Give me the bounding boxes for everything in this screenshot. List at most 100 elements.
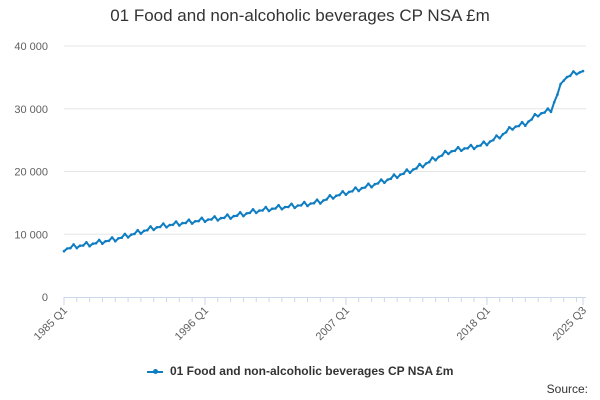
data-point[interactable] (556, 93, 559, 96)
data-point[interactable] (450, 150, 453, 153)
data-point[interactable] (549, 110, 553, 114)
data-point[interactable] (181, 221, 184, 225)
data-point[interactable] (226, 213, 229, 216)
data-point[interactable] (463, 147, 466, 150)
data-point[interactable] (379, 178, 383, 181)
data-point[interactable] (94, 242, 98, 245)
data-point[interactable] (91, 242, 95, 245)
data-point[interactable] (280, 207, 284, 211)
data-point[interactable] (395, 176, 399, 180)
data-point[interactable] (476, 144, 479, 148)
data-point[interactable] (319, 202, 322, 205)
data-point[interactable] (277, 203, 280, 207)
data-point[interactable] (146, 228, 149, 232)
data-point[interactable] (492, 138, 495, 142)
data-point[interactable] (424, 162, 428, 165)
data-point[interactable] (447, 152, 450, 156)
data-point[interactable] (120, 236, 123, 239)
data-point[interactable] (514, 125, 517, 128)
data-point[interactable] (254, 211, 258, 215)
data-point[interactable] (482, 140, 486, 143)
data-point[interactable] (136, 228, 139, 232)
data-point[interactable] (219, 216, 223, 220)
data-point[interactable] (165, 226, 168, 229)
data-point[interactable] (341, 190, 345, 193)
data-point[interactable] (383, 181, 386, 185)
data-point[interactable] (296, 204, 300, 207)
data-point[interactable] (155, 226, 159, 229)
data-point[interactable] (386, 178, 389, 181)
data-point[interactable] (460, 149, 463, 153)
data-point[interactable] (75, 246, 79, 250)
data-point[interactable] (347, 190, 351, 194)
data-point[interactable] (408, 171, 412, 175)
data-point[interactable] (517, 124, 521, 128)
data-point[interactable] (232, 214, 236, 218)
data-point[interactable] (498, 136, 502, 140)
data-point[interactable] (197, 219, 200, 223)
data-point[interactable] (187, 218, 191, 221)
data-point[interactable] (142, 229, 146, 233)
data-point[interactable] (235, 214, 239, 217)
data-point[interactable] (546, 107, 550, 110)
data-point[interactable] (162, 222, 165, 225)
data-point[interactable] (213, 215, 216, 218)
data-point[interactable] (363, 186, 367, 189)
data-point[interactable] (78, 244, 82, 247)
data-point[interactable] (469, 143, 473, 147)
data-point[interactable] (303, 200, 306, 204)
data-point[interactable] (200, 216, 204, 220)
data-point[interactable] (312, 201, 316, 205)
data-point[interactable] (114, 239, 117, 243)
data-point[interactable] (338, 193, 341, 197)
data-point[interactable] (389, 177, 393, 180)
data-point[interactable] (427, 160, 431, 164)
data-point[interactable] (524, 124, 527, 127)
data-point[interactable] (325, 198, 329, 201)
data-point[interactable] (203, 220, 207, 223)
data-point[interactable] (190, 222, 194, 225)
data-point[interactable] (184, 221, 187, 225)
data-point[interactable] (527, 120, 530, 123)
data-point[interactable] (373, 182, 377, 186)
data-point[interactable] (376, 182, 380, 185)
data-point[interactable] (392, 173, 396, 176)
data-point[interactable] (418, 162, 421, 166)
data-point[interactable] (543, 111, 546, 114)
data-point[interactable] (110, 236, 114, 239)
data-point[interactable] (139, 232, 143, 235)
data-point[interactable] (210, 218, 213, 221)
data-point[interactable] (261, 209, 264, 212)
data-point[interactable] (287, 205, 290, 209)
data-point[interactable] (565, 75, 569, 79)
data-point[interactable] (85, 241, 88, 244)
data-point[interactable] (293, 206, 297, 210)
data-point[interactable] (568, 74, 572, 78)
data-point[interactable] (216, 219, 220, 222)
data-point[interactable] (309, 202, 313, 205)
data-point[interactable] (117, 237, 120, 240)
data-point[interactable] (126, 236, 130, 239)
data-point[interactable] (520, 120, 524, 124)
data-point[interactable] (511, 128, 514, 131)
data-point[interactable] (578, 71, 582, 74)
data-point[interactable] (344, 193, 348, 196)
data-point[interactable] (328, 194, 332, 197)
data-point[interactable] (171, 223, 175, 227)
data-point[interactable] (575, 72, 578, 76)
data-point[interactable] (242, 214, 245, 218)
data-point[interactable] (104, 239, 107, 243)
data-point[interactable] (81, 244, 85, 247)
data-point[interactable] (248, 211, 252, 215)
data-point[interactable] (270, 207, 274, 210)
data-point[interactable] (178, 224, 181, 227)
data-point[interactable] (421, 165, 425, 169)
data-point[interactable] (72, 243, 75, 246)
data-point[interactable] (274, 207, 277, 210)
data-point[interactable] (238, 211, 242, 214)
data-point[interactable] (399, 173, 402, 176)
data-point[interactable] (107, 239, 111, 243)
data-point[interactable] (536, 115, 540, 118)
data-point[interactable] (572, 70, 575, 73)
data-point[interactable] (152, 228, 155, 232)
